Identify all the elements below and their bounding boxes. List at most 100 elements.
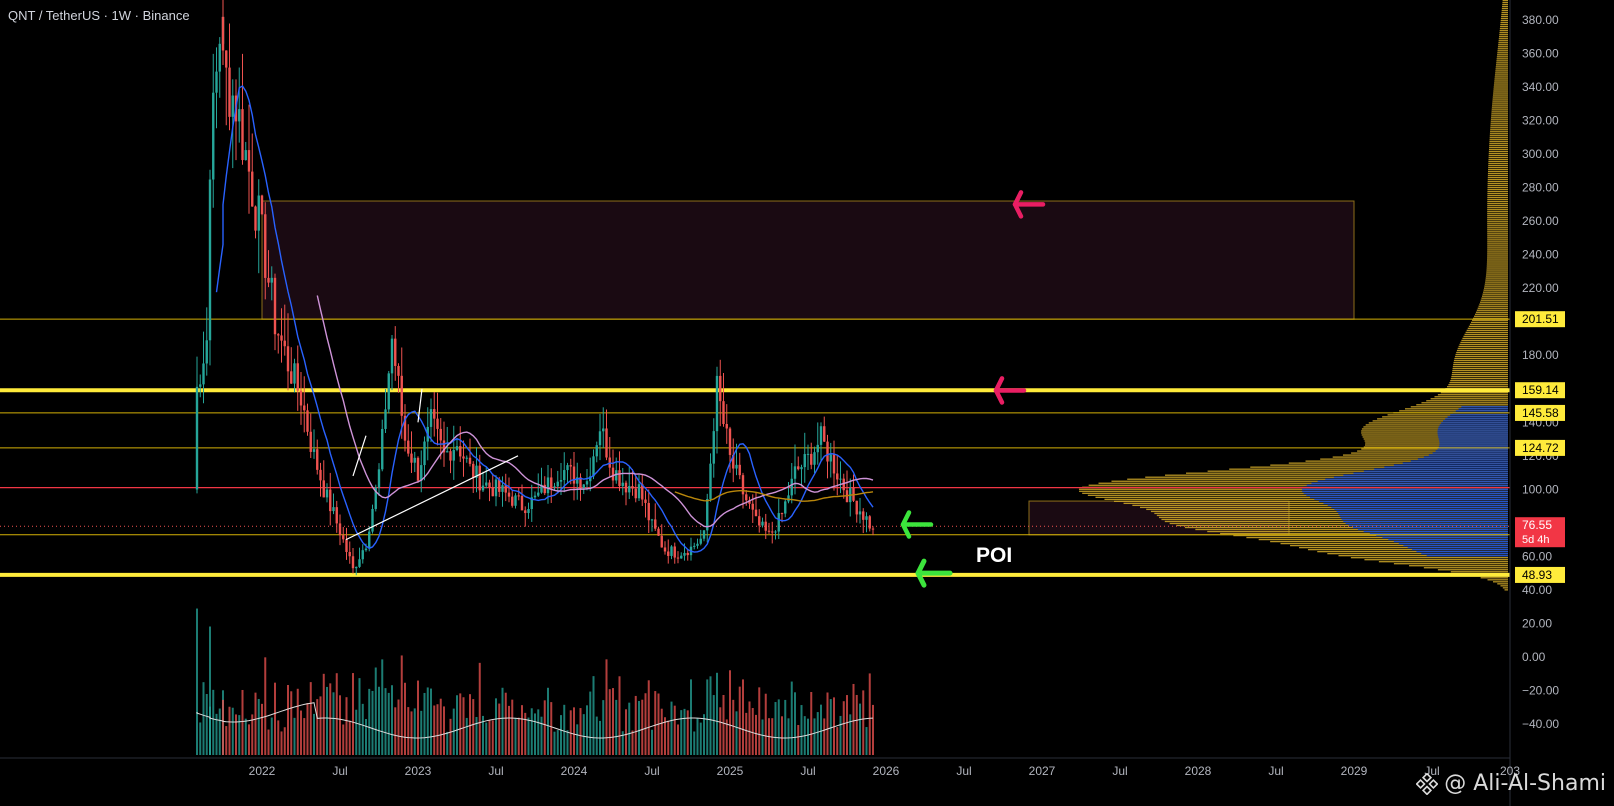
volume-bar [673,705,676,755]
volume-profile-bar-value-area [1345,522,1508,525]
volume-bar [459,693,462,755]
volume-bar [638,700,640,755]
volume-profile-bar-value-area [1435,450,1508,452]
candle-up [803,454,806,468]
candle-up [540,484,543,493]
candle-up [602,428,605,432]
price-tick-label: 380.00 [1522,13,1559,27]
volume-bar [547,687,549,755]
volume-profile-bar [1489,140,1508,142]
volume-bar [218,708,221,755]
volume-profile-bar-value-area [1441,422,1508,424]
volume-bar [794,692,796,755]
volume-profile-bar [1487,233,1508,235]
volume-profile-bar-value-area [1388,538,1508,541]
candle-up [374,487,377,509]
volume-profile-bar [1489,136,1508,138]
candle-down [290,371,293,384]
volume-profile-bar [1327,552,1508,555]
candle-up [774,531,777,533]
candle-up [455,446,459,451]
volume-bar [550,702,553,755]
volume-bar [228,706,231,755]
volume-bar [212,689,215,755]
volume-profile-bar [1364,559,1508,561]
volume-bar [339,695,341,755]
volume-profile-bar [1487,215,1508,217]
volume-profile-bar [1501,11,1508,14]
volume-bar [205,694,208,755]
candle-up [485,482,488,486]
candle-down [351,556,355,569]
candle-up [735,464,738,469]
volume-bar [410,711,413,755]
candle-up [527,508,530,514]
volume-bar [651,729,653,755]
volume-bar [439,698,442,755]
volume-profile-bar [1361,428,1508,430]
candle-down [605,428,608,458]
volume-profile-bar [1161,518,1508,521]
volume-profile-bar [1487,579,1508,581]
supply-zone [261,200,1355,320]
time-tick-label: 2026 [873,764,900,778]
candle-up [475,465,478,478]
volume-bar [696,718,699,755]
volume-profile-bar [1320,458,1508,460]
candle-up [563,470,566,481]
candle-down [520,495,524,511]
candle-down [407,440,410,454]
volume-profile-bar [1487,221,1508,223]
volume-profile-bar [1449,382,1508,384]
volume-profile-bar [1487,184,1508,187]
volume-bar [553,731,556,755]
volume-bar [868,673,871,755]
candle-down [225,50,228,68]
current-price-value: 76.55 [1522,518,1552,532]
volume-profile-bar-value-area [1438,426,1508,428]
volume-bar [865,727,868,755]
volume-profile-bar [1479,303,1508,305]
candle-down [472,463,475,478]
volume-bar [852,683,855,755]
price-tick-label: −40.00 [1522,717,1559,731]
candle-up [420,465,423,481]
time-tick-label: Jul [332,764,347,778]
volume-bar [322,673,325,755]
volume-profile-bar [1464,333,1508,336]
volume-bar [709,676,712,755]
volume-profile-bar [1470,321,1508,323]
volume-profile-bar [1082,492,1508,494]
volume-bar [257,698,260,755]
volume-profile-bar [1488,148,1508,151]
candle-down [342,535,345,540]
volume-profile-bar [1500,23,1508,26]
candle-up [715,375,719,432]
volume-profile-bar [1498,44,1508,46]
volume-bar [537,709,540,755]
volume-bar [283,727,286,755]
candle-down [394,338,397,366]
volume-bar [469,694,471,755]
volume-profile-bar-value-area [1306,494,1508,496]
volume-bar [595,716,598,755]
candle-up [238,109,241,122]
volume-profile-bar [1475,311,1508,313]
volume-bar [348,720,351,755]
volume-profile-bar [1280,542,1508,545]
candle-up [696,543,699,546]
volume-profile-bar [1098,482,1508,484]
volume-profile-bar [1485,275,1508,277]
candle-down [345,539,348,552]
candle-down [836,473,839,480]
volume-profile-bar-value-area [1393,540,1508,543]
volume-profile-bar [1493,84,1508,86]
volume-profile-bar [1478,305,1508,307]
volume-bar [355,709,358,755]
volume-bar [319,696,322,755]
volume-profile-bar [1361,434,1508,436]
candle-up [494,479,498,497]
volume-profile-bar [1494,80,1508,82]
volume-profile-bar-value-area [1458,408,1508,410]
